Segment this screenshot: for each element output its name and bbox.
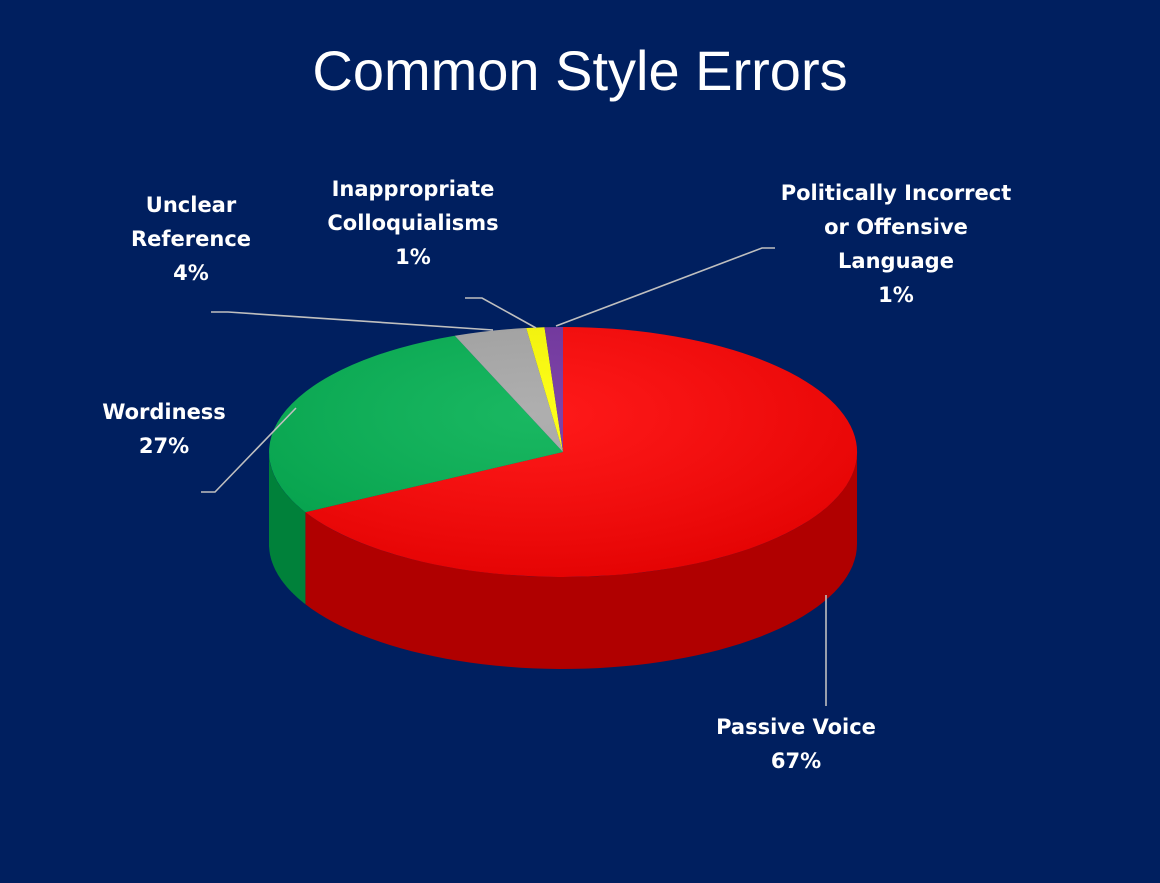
leader-line-2 <box>211 311 494 331</box>
data-label-text: or Offensive <box>824 215 968 239</box>
data-label-1: Wordiness 27% <box>102 395 226 463</box>
data-label-4: Politically Incorrect or Offensive Languag… <box>781 176 1012 312</box>
leader-line-4 <box>555 247 775 327</box>
data-label-text: Politically Incorrect <box>780 181 1012 205</box>
data-label-text: Passive Voice <box>716 715 876 739</box>
data-label-text: Language <box>838 249 954 273</box>
data-label-text: Colloquialisms <box>327 211 499 235</box>
data-label-percent: 67% <box>770 749 822 773</box>
data-label-3: Inappropriate Colloquialisms 1% <box>327 172 498 274</box>
data-label-percent: 27% <box>138 434 190 458</box>
pie-side-1 <box>269 452 306 605</box>
data-label-text: Wordiness <box>102 400 226 424</box>
data-label-text: Reference <box>130 227 252 251</box>
data-label-text: Inappropriate <box>331 177 495 201</box>
leader-line-1 <box>201 407 297 493</box>
chart-title: Common Style Errors <box>312 39 848 102</box>
data-label-text: Unclear <box>145 193 237 217</box>
data-label-percent: 4% <box>173 261 209 285</box>
data-label-0: Passive Voice 67% <box>716 710 876 778</box>
data-label-2: Unclear Reference 4% <box>131 188 251 290</box>
pie-sheen <box>269 327 857 577</box>
pie-side-0 <box>305 452 857 669</box>
data-label-percent: 1% <box>395 245 431 269</box>
data-label-percent: 1% <box>878 283 914 307</box>
leader-line-3 <box>465 297 537 329</box>
